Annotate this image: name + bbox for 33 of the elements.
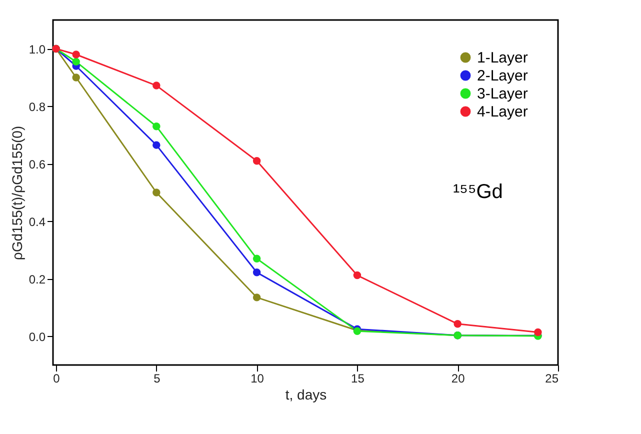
legend-label: 1-Layer — [477, 50, 528, 66]
y-tick-label: 0.0 — [28, 330, 46, 344]
point — [152, 122, 160, 130]
point — [152, 141, 160, 149]
point — [534, 328, 542, 336]
x-tick-label: 0 — [53, 372, 60, 386]
point — [252, 254, 261, 262]
x-axis-title: t, days — [285, 386, 327, 402]
y-axis-title: ρGd155(t)/ρGd155(0) — [8, 126, 25, 260]
legend-label: 4-Layer — [477, 104, 528, 120]
point — [152, 188, 160, 196]
point — [72, 74, 80, 82]
point — [252, 294, 261, 302]
y-tick-label: 0.4 — [28, 214, 46, 229]
x-tick-label: 15 — [351, 372, 365, 386]
legend-label: 3-Layer — [477, 86, 528, 102]
x-tick-label: 20 — [451, 372, 466, 386]
annotation: ¹⁵⁵Gd — [453, 181, 503, 203]
point — [152, 82, 160, 90]
point — [72, 50, 80, 58]
y-tick-label: 1.0 — [28, 42, 46, 56]
point — [454, 320, 462, 328]
x-tick-label: 25 — [545, 372, 559, 386]
y-tick-label: 0.2 — [28, 272, 46, 286]
x-tick-label: 5 — [154, 372, 161, 386]
point — [72, 58, 80, 66]
y-tick-label: 0.6 — [28, 157, 46, 172]
point — [252, 157, 261, 165]
point — [252, 268, 261, 276]
x-tick-label: 10 — [250, 372, 264, 386]
legend-label: 2-Layer — [477, 68, 528, 84]
y-tick-label: 0.8 — [28, 100, 46, 114]
point — [353, 271, 362, 280]
